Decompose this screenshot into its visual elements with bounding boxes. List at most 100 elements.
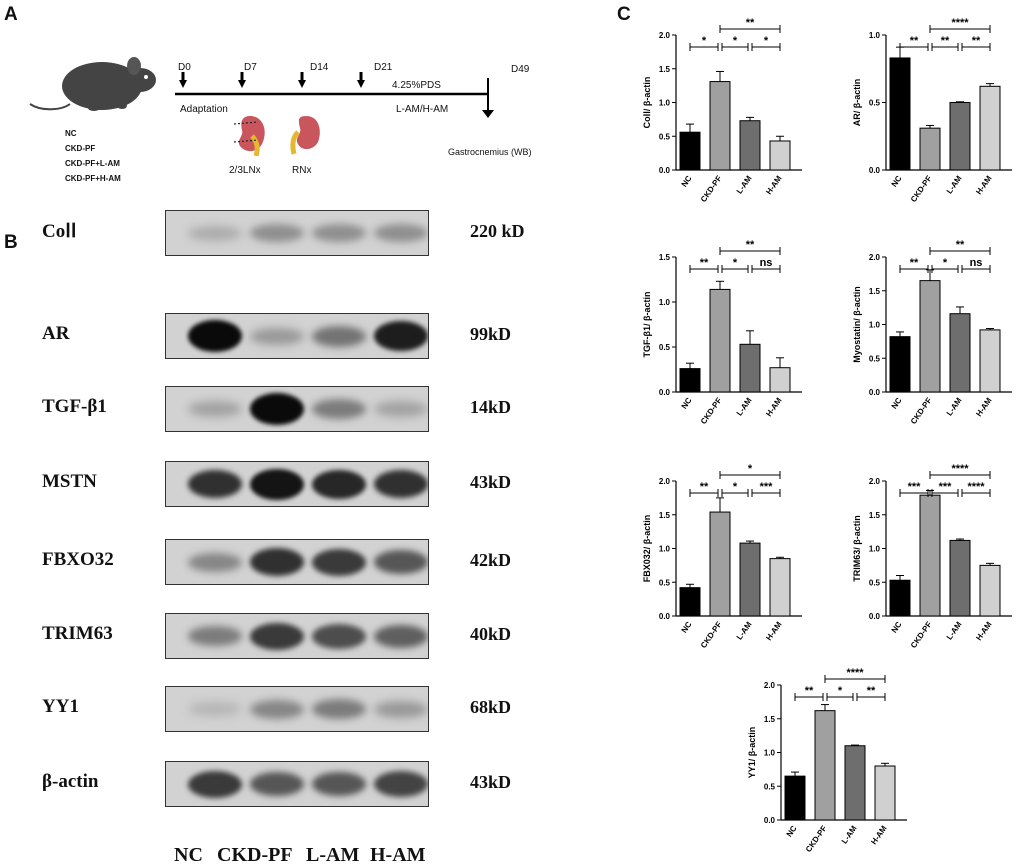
y-tick-label: 0.0	[869, 166, 881, 175]
bar	[814, 710, 836, 821]
blot-band	[312, 469, 366, 499]
y-tick-label: 1.5	[869, 511, 881, 520]
x-tick-label: CKD-PF	[699, 396, 724, 426]
bar	[739, 343, 761, 393]
blot-band	[188, 470, 242, 498]
x-tick-label: L-AM	[945, 174, 964, 196]
y-tick-label: 1.5	[659, 253, 671, 262]
x-tick-label: CKD-PF	[909, 174, 934, 204]
y-tick-label: 0.5	[869, 578, 881, 587]
significance-label: ****	[951, 17, 969, 29]
fbxo32-bar-chart: FBX032/ β-actin 0.0 0.5 1.0 1.5 2.0 NC CKD-PF L-…	[642, 463, 802, 650]
y-axis-label: CoⅠⅠ/ β-actin	[642, 77, 652, 129]
lane-label: NC	[174, 844, 203, 866]
blot-band	[312, 548, 366, 576]
bar	[709, 81, 731, 171]
blot-protein-label: TRIM63	[42, 623, 113, 644]
blot-band	[250, 772, 304, 796]
panel-c-letter: C	[617, 4, 631, 25]
col1-bar-chart: CoⅠⅠ/ β-actin 0.0 0.5 1.0 1.5 2.0 NC CKD-PF L-AM…	[642, 17, 802, 204]
significance-label: *	[838, 685, 843, 697]
bar	[739, 542, 761, 617]
treatment-label: L-AM/H-AM	[396, 104, 449, 115]
y-axis-label: TGF-β1/ β-actin	[642, 292, 652, 358]
y-axis-label: FBX032/ β-actin	[642, 515, 652, 583]
blot-band	[250, 393, 304, 425]
bar	[889, 57, 911, 171]
surgery-label: RNx	[292, 165, 312, 176]
lane-label: CKD-PF	[217, 844, 293, 866]
significance-label: ***	[908, 481, 922, 493]
y-tick-label: 2.0	[659, 477, 671, 486]
group-item: CKD-PF+H-AM	[65, 174, 121, 183]
mouse-icon	[29, 57, 156, 111]
x-tick-label: H-AM	[764, 396, 784, 419]
significance-label: **	[910, 35, 919, 47]
blot-band	[188, 552, 242, 572]
significance-label: *	[733, 481, 738, 493]
blot-band	[312, 772, 366, 796]
bar	[919, 280, 941, 393]
bar	[769, 558, 791, 617]
blot-band	[374, 771, 428, 797]
blot-band	[250, 224, 304, 242]
blot-size-label: 220 kD	[470, 221, 525, 241]
significance-label: ****	[846, 667, 864, 679]
x-tick-label: L-AM	[840, 824, 859, 846]
bar	[949, 313, 971, 393]
significance-label: **	[700, 257, 709, 269]
significance-label: **	[746, 239, 755, 251]
group-item: CKD-PF	[65, 144, 96, 153]
blot-image	[165, 613, 429, 659]
y-tick-label: 2.0	[764, 681, 776, 690]
y-tick-label: 1.5	[659, 65, 671, 74]
significance-label: **	[867, 685, 876, 697]
x-tick-label: NC	[680, 396, 694, 411]
blot-band	[374, 470, 428, 498]
blot-size-label: 68kD	[470, 697, 512, 717]
bar	[979, 85, 1001, 171]
y-tick-label: 0.5	[764, 782, 776, 791]
blot-band	[188, 770, 242, 798]
y-tick-label: 1.0	[764, 749, 776, 758]
blot-size-label: 43kD	[470, 772, 512, 792]
timeline-day: D0	[178, 62, 191, 73]
surgery-label: 2/3LNx	[229, 165, 261, 176]
blot-band	[188, 626, 242, 646]
timeline-day: D21	[374, 62, 393, 73]
blot-protein-label: FBXO32	[42, 549, 114, 570]
blot-protein-label: TGF-β1	[42, 396, 107, 417]
significance-label: *	[702, 35, 707, 47]
trim63-bar-chart: TRIM63/ β-actin 0.0 0.5 1.0 1.5 2.0 NC CKD-PF L-…	[852, 463, 1012, 650]
bar	[769, 367, 791, 393]
y-tick-label: 1.0	[659, 545, 671, 554]
bar	[844, 745, 866, 821]
blot-image	[165, 761, 429, 807]
blot-band	[250, 548, 304, 576]
blot-size-label: 14kD	[470, 397, 512, 417]
blot-size-label: 40kD	[470, 624, 512, 644]
significance-label: ***	[760, 481, 774, 493]
significance-label: **	[941, 35, 950, 47]
x-tick-label: CKD-PF	[909, 396, 934, 426]
x-tick-label: CKD-PF	[804, 824, 829, 854]
significance-label: **	[956, 239, 965, 251]
bar	[739, 120, 761, 171]
y-tick-label: 1.0	[659, 99, 671, 108]
x-tick-label: H-AM	[764, 174, 784, 197]
blot-protein-label: β-actin	[42, 771, 99, 792]
blot-band	[374, 321, 428, 351]
y-tick-label: 2.0	[659, 31, 671, 40]
y-tick-label: 0.0	[869, 612, 881, 621]
x-tick-label: NC	[890, 620, 904, 635]
x-tick-label: L-AM	[945, 620, 964, 642]
blot-image	[165, 686, 429, 732]
significance-label: *	[764, 35, 769, 47]
bar	[784, 775, 806, 821]
x-tick-label: NC	[680, 620, 694, 635]
endpoint-label: Gastrocnemius (WB)	[448, 147, 532, 157]
y-tick-label: 1.0	[869, 31, 881, 40]
blot-band	[250, 327, 304, 345]
bar	[679, 368, 701, 393]
